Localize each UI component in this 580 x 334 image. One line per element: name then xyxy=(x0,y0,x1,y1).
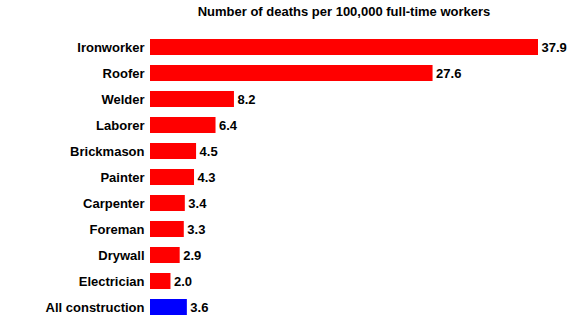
svg-text:3.4: 3.4 xyxy=(188,196,207,211)
svg-text:Brickmason: Brickmason xyxy=(70,144,144,159)
svg-text:Foreman: Foreman xyxy=(90,222,145,237)
svg-text:Roofer: Roofer xyxy=(103,66,145,81)
svg-text:2.9: 2.9 xyxy=(183,248,201,263)
svg-text:Ironworker: Ironworker xyxy=(77,40,144,55)
html-text:Number of deaths per 100,000 f: Number of deaths per 100,000 full-time w… xyxy=(197,4,491,19)
svg-text:4.5: 4.5 xyxy=(200,144,218,159)
svg-text:27.6: 27.6 xyxy=(436,66,461,81)
svg-text:Electrician: Electrician xyxy=(79,274,145,289)
svg-text:2.0: 2.0 xyxy=(174,274,192,289)
svg-text:4.3: 4.3 xyxy=(198,170,216,185)
svg-text:3.3: 3.3 xyxy=(187,222,205,237)
svg-text:Laborer: Laborer xyxy=(96,118,144,133)
svg-text:Welder: Welder xyxy=(101,92,144,107)
svg-text:All construction: All construction xyxy=(46,300,145,315)
svg-text:3.6: 3.6 xyxy=(190,300,208,315)
svg-text:Carpenter: Carpenter xyxy=(83,196,144,211)
svg-text:8.2: 8.2 xyxy=(237,92,255,107)
svg-text:37.9: 37.9 xyxy=(542,40,567,55)
svg-text:Painter: Painter xyxy=(100,170,144,185)
svg-text:Drywall: Drywall xyxy=(98,248,144,263)
svg-text:6.4: 6.4 xyxy=(219,118,238,133)
